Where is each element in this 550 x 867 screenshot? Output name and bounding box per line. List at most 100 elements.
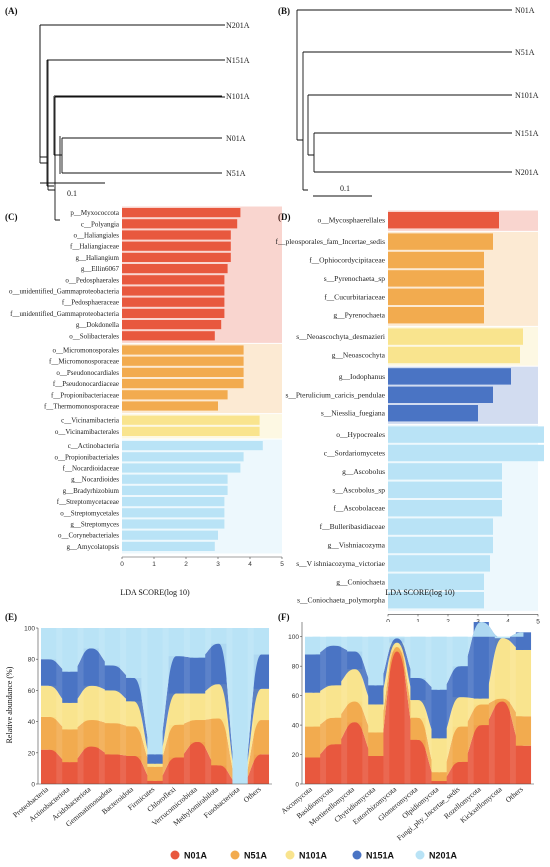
- lda-bar: [388, 555, 490, 572]
- area-stack-segment: [211, 684, 227, 719]
- lda-bar: [122, 275, 225, 285]
- lda-bar: [122, 264, 228, 274]
- legend-swatch: [415, 850, 425, 860]
- area-stack-segment: [494, 698, 510, 702]
- area-stack-segment: [147, 766, 163, 781]
- area-series: [48, 643, 262, 784]
- area-chart-fungi: 020406080100AscomycotaBasidiomycotaMorti…: [279, 622, 534, 842]
- area-stack-segment: [431, 738, 447, 773]
- area-series: [312, 651, 524, 784]
- area-stack-segment: [83, 720, 99, 747]
- lda-d-xlabel: LDA SCORE(log 10): [385, 588, 455, 597]
- lda-bar: [122, 541, 215, 551]
- area-stack-segment: [368, 732, 384, 757]
- lda-bar-label: f__Cucurbitariaceae: [324, 292, 385, 301]
- area-y-tick-label: 20: [28, 750, 36, 757]
- area-stack-segment: [253, 628, 270, 655]
- area-stack-segment: [410, 717, 426, 740]
- panel-label-d: (D): [278, 212, 291, 222]
- tree-b-tip-2: N51A: [515, 48, 535, 57]
- area-stack-segment: [410, 700, 426, 718]
- lda-bar: [388, 346, 520, 364]
- area-stack-segment: [326, 685, 342, 718]
- lda-bar: [122, 401, 218, 411]
- lda-bar: [388, 481, 502, 498]
- lda-bar: [122, 367, 244, 377]
- lda-bar: [122, 219, 238, 229]
- area-stack-segment: [410, 636, 426, 678]
- lda-bar-label: o__unidentified_Gammaproteobacteria: [9, 288, 120, 296]
- area-stack-segment: [104, 754, 121, 784]
- area-series: [48, 716, 262, 784]
- area-stack-segment: [168, 656, 184, 694]
- area-stack-segment: [104, 723, 121, 755]
- area-stack-segment: [168, 628, 184, 657]
- area-y-tick-label: 0: [295, 782, 299, 789]
- area-stack-segment: [326, 744, 342, 784]
- lda-bar: [388, 405, 478, 422]
- area-stack-segment: [168, 724, 184, 758]
- lda-bar-label: f__Streptomycetaceae: [57, 498, 119, 506]
- area-e-ylabel: Relative abundance (%): [5, 666, 14, 743]
- area-stack-segment: [452, 761, 468, 784]
- lda-x-tick-label: 0: [120, 561, 124, 568]
- area-y-tick-label: 100: [288, 634, 299, 641]
- legend-label: N51A: [244, 851, 268, 861]
- lda-bar: [122, 320, 222, 330]
- lda-bar-label: f__Pseudonocardiaceae: [53, 380, 119, 388]
- lda-bar: [122, 474, 228, 484]
- lda-bar-label: o__Pseudonocardiales: [56, 369, 119, 377]
- tree-b-tip-3: N101A: [515, 91, 539, 100]
- tree-b-tip-1: N01A: [515, 6, 535, 15]
- area-stack-segment: [347, 701, 363, 723]
- area-stack-segment: [62, 628, 78, 672]
- area-stack-segment: [126, 701, 142, 727]
- lda-bar: [122, 286, 225, 296]
- area-stack-segment: [515, 649, 532, 717]
- area-stack-segment: [104, 665, 121, 691]
- lda-bar: [388, 368, 511, 385]
- panel-label-f: (F): [278, 612, 290, 622]
- lda-bar: [122, 452, 244, 462]
- area-stack-segment: [304, 757, 321, 784]
- area-stack-segment: [326, 717, 342, 745]
- area-stack-segment: [104, 628, 121, 666]
- area-y-tick-label: 60: [28, 688, 36, 695]
- lda-bar: [122, 230, 231, 240]
- area-stack-segment: [304, 692, 321, 727]
- area-stack-segment: [189, 657, 206, 694]
- lda-bar-label: g__Bradyrhizobium: [63, 487, 120, 495]
- area-stack-segment: [168, 757, 184, 784]
- lda-bar: [122, 331, 215, 341]
- lda-bar-label: f__Thermomonosporaceae: [44, 403, 119, 411]
- panel-label-b: (B): [278, 6, 290, 16]
- lda-x-tick-label: 1: [152, 561, 156, 568]
- lda-bar-label: f__Pedosphaeraceae: [62, 299, 119, 307]
- area-stack-segment: [253, 654, 270, 689]
- area-stack-segment: [494, 636, 510, 639]
- area-y-tick-label: 80: [28, 657, 36, 664]
- lda-bar: [388, 500, 502, 517]
- panel-label-e: (E): [5, 612, 17, 622]
- lda-bar-label: o__Corynebacteriales: [58, 532, 119, 540]
- area-stack-segment: [347, 669, 363, 702]
- lda-bar-label: o__Micromonosporales: [53, 347, 120, 355]
- lda-bar-label: o__Pedosphaerales: [65, 276, 119, 284]
- lda-bar: [388, 251, 484, 269]
- lda-bar: [388, 463, 502, 480]
- lda-x-tick-label: 5: [280, 561, 284, 568]
- lda-bar: [388, 212, 499, 229]
- lda-bar-label: g__Iodophanus: [339, 372, 385, 381]
- lda-bar-label: s__Coniochaeta_polymorpha: [297, 596, 386, 605]
- lda-bar: [122, 208, 241, 218]
- area-stack-segment: [253, 720, 270, 755]
- area-stack-segment: [389, 642, 405, 648]
- area-stack-segment: [232, 628, 248, 784]
- lda-bar-label: g__Ellin6067: [81, 265, 120, 273]
- lda-bar-label: f__Nocardioidaceae: [63, 465, 119, 473]
- lda-bar-label: s__V ishniacozyma_victoriae: [296, 559, 385, 568]
- tree-a-branches: [39, 24, 222, 187]
- lda-bar-label: c__Polyangia: [81, 220, 120, 228]
- area-stack-segment: [347, 636, 363, 652]
- area-stack-segment: [62, 702, 78, 730]
